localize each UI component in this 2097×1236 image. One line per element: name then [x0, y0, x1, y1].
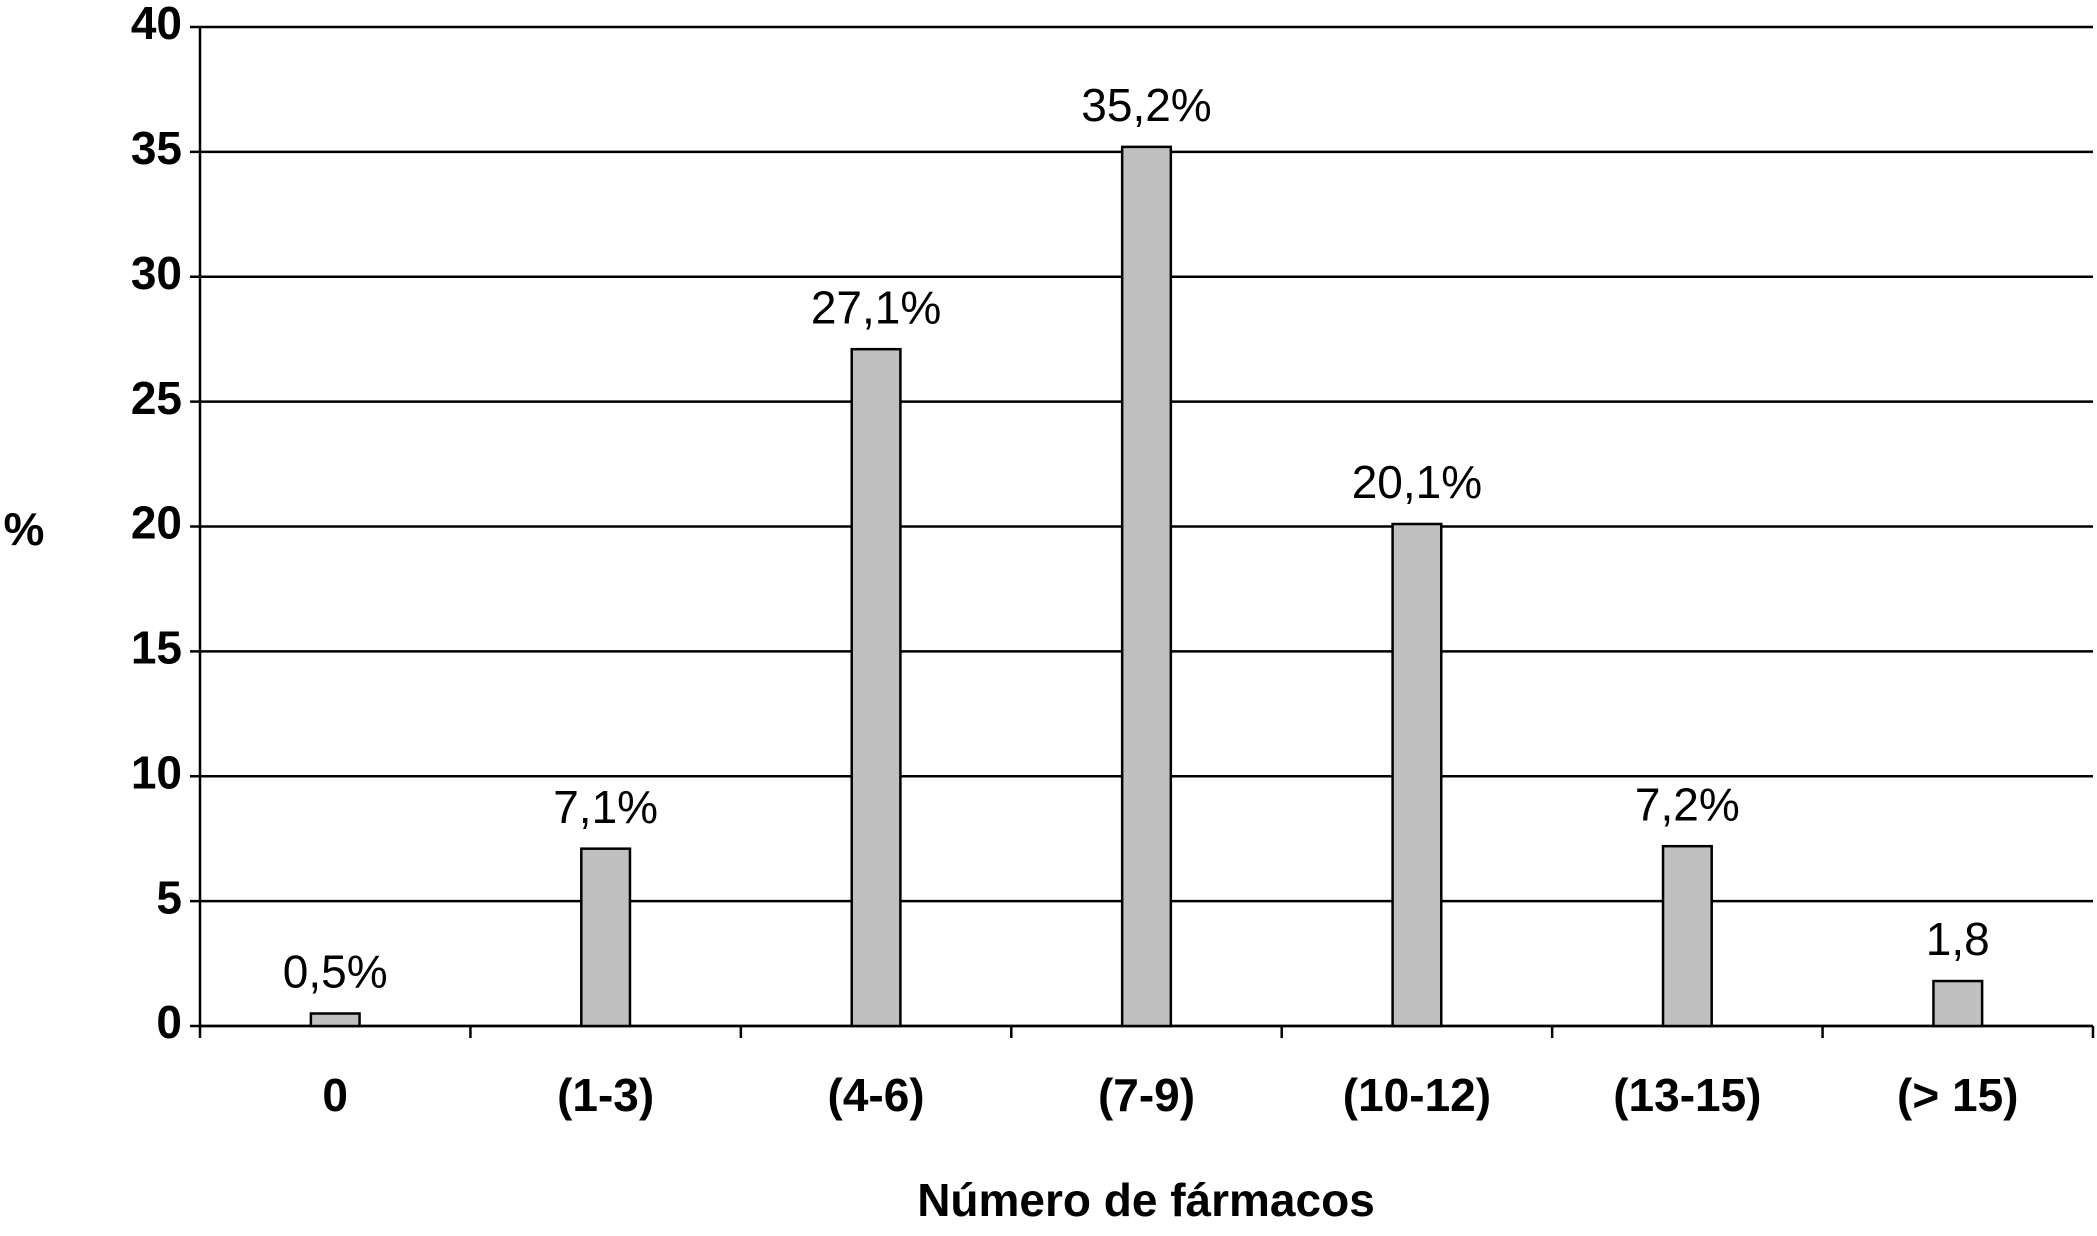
y-tick-label: 40: [131, 0, 182, 49]
y-axis-title: %: [4, 503, 45, 555]
y-tick-label: 20: [131, 497, 182, 549]
value-label: 27,1%: [811, 281, 941, 333]
x-tick-label: (10-12): [1343, 1069, 1491, 1121]
y-tick-label: 25: [131, 372, 182, 424]
x-tick-label: (7-9): [1098, 1069, 1195, 1121]
bar: [1120, 145, 1173, 1028]
value-label: 7,1%: [553, 781, 658, 833]
value-label: 35,2%: [1081, 79, 1211, 131]
y-tick-label: 0: [156, 996, 182, 1048]
value-label: 0,5%: [283, 946, 388, 998]
x-tick-label: 0: [322, 1069, 348, 1121]
bar: [1391, 522, 1443, 1028]
bar: [1661, 844, 1713, 1028]
bar: [580, 847, 632, 1028]
y-tick-label: 10: [131, 746, 182, 798]
x-tick-label: (> 15): [1897, 1069, 2018, 1121]
value-label: 7,2%: [1635, 778, 1740, 830]
bar: [1932, 979, 1984, 1028]
x-tick-label: (13-15): [1613, 1069, 1761, 1121]
value-label: 1,8: [1926, 913, 1990, 965]
y-tick-label: 30: [131, 247, 182, 299]
x-tick-label: (1-3): [557, 1069, 654, 1121]
x-tick-label: (4-6): [828, 1069, 925, 1121]
value-label: 20,1%: [1352, 456, 1482, 508]
bar: [309, 1012, 361, 1028]
y-tick-label: 15: [131, 622, 182, 674]
y-tick-label: 35: [131, 122, 182, 174]
y-tick-label: 5: [156, 871, 182, 923]
bar: [850, 347, 902, 1028]
x-axis-title: Número de fármacos: [917, 1174, 1375, 1226]
